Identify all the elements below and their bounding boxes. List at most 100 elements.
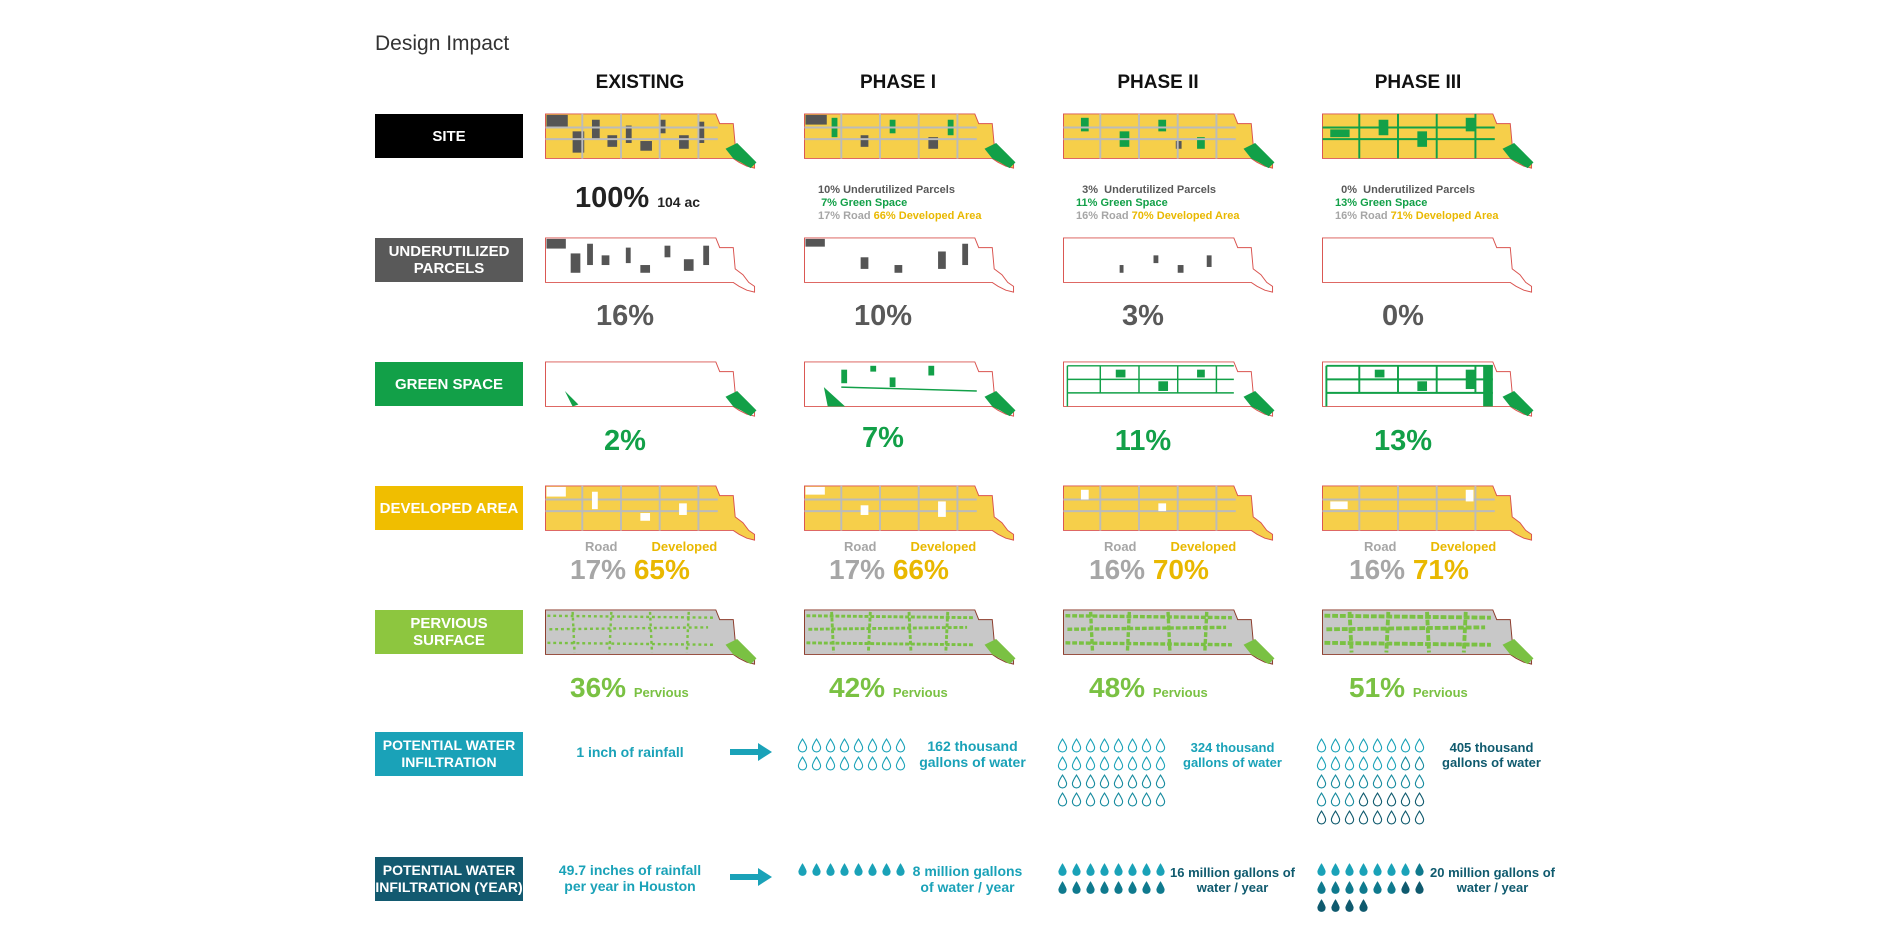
pervious-pct-phase-1: 42% Pervious — [829, 672, 948, 703]
water-drop-icon — [1099, 774, 1110, 789]
water-drop-icon — [1344, 792, 1355, 807]
underutilized-map-phase-2 — [1063, 237, 1274, 293]
underutilized-pct-phase-2: 3% — [1122, 300, 1164, 332]
site-phase-3-stats: 0% Underutilized Parcels 13% Green Space… — [1335, 184, 1499, 222]
water-drop-icon — [1400, 774, 1411, 789]
water-drop-icon — [1113, 792, 1124, 807]
water-drops-phase-3 — [1316, 738, 1431, 825]
water-drop-icon — [1317, 881, 1326, 894]
water-drop-icon — [1141, 738, 1152, 753]
water-drop-icon — [882, 863, 891, 876]
water-drop-icon — [1155, 738, 1166, 753]
water-drop-icon — [1414, 774, 1425, 789]
pervious-pct-phase-2: 48% Pervious — [1089, 672, 1208, 703]
water-drop-icon — [1127, 738, 1138, 753]
water-drop-icon — [1071, 756, 1082, 771]
developed-map-phase-2 — [1063, 485, 1274, 541]
water-amount-phase-1: 162 thousand gallons of water — [919, 738, 1026, 770]
water-drop-icon — [1127, 792, 1138, 807]
water-drop-icon — [1358, 810, 1369, 825]
water-drop-icon — [1058, 881, 1067, 894]
water-drop-icon — [1373, 881, 1382, 894]
water-drop-icon — [1156, 863, 1165, 876]
water-drop-icon — [1316, 774, 1327, 789]
water-drop-icon — [895, 756, 906, 771]
water-drop-icon — [1414, 738, 1425, 753]
water-drop-icon — [1099, 792, 1110, 807]
water-drop-icon — [1345, 899, 1354, 912]
water-drop-icon — [1359, 881, 1368, 894]
water-year-arrow-icon — [730, 868, 772, 886]
water-arrow-icon — [730, 743, 772, 761]
water-drop-icon — [1386, 810, 1397, 825]
water-drop-icon — [1086, 863, 1095, 876]
water-drop-icon — [1114, 863, 1123, 876]
water-drop-icon — [853, 738, 864, 753]
water-drop-icon — [1414, 792, 1425, 807]
water-drop-icon — [881, 756, 892, 771]
water-drop-icon — [1100, 881, 1109, 894]
water-drop-icon — [1085, 756, 1096, 771]
green-pct-phase-1: 7% — [862, 422, 904, 454]
water-drop-icon — [1128, 881, 1137, 894]
water-drop-icon — [1372, 756, 1383, 771]
pervious-pct-phase-3: 51% Pervious — [1349, 672, 1468, 703]
water-year-drops-phase-3 — [1316, 862, 1431, 913]
green-map-phase-2 — [1063, 361, 1275, 417]
water-drop-icon — [1358, 792, 1369, 807]
water-drop-icon — [825, 738, 836, 753]
water-drop-icon — [1330, 756, 1341, 771]
water-drop-icon — [1358, 738, 1369, 753]
water-intro: 1 inch of rainfall — [576, 744, 684, 760]
underutilized-pct-phase-1: 10% — [853, 300, 913, 332]
water-drop-icon — [1401, 881, 1410, 894]
water-drop-icon — [1141, 792, 1152, 807]
water-drop-icon — [867, 756, 878, 771]
water-drop-icon — [1316, 810, 1327, 825]
water-drop-icon — [1142, 863, 1151, 876]
site-existing-pct: 100% 104 ac — [575, 182, 701, 214]
water-drop-icon — [826, 863, 835, 876]
water-drop-icon — [1372, 792, 1383, 807]
water-drop-icon — [1373, 863, 1382, 876]
water-drop-icon — [1400, 756, 1411, 771]
water-drop-icon — [1331, 881, 1340, 894]
water-drop-icon — [1359, 899, 1368, 912]
water-amount-phase-2: 324 thousand gallons of water — [1183, 740, 1282, 770]
water-drop-icon — [1331, 863, 1340, 876]
water-drop-icon — [1372, 738, 1383, 753]
water-drop-icon — [1330, 774, 1341, 789]
water-drop-icon — [1386, 792, 1397, 807]
pervious-pct-existing: 36% Pervious — [570, 672, 689, 703]
water-drop-icon — [1317, 899, 1326, 912]
site-map-phase-3 — [1322, 113, 1534, 169]
developed-map-phase-1 — [804, 485, 1015, 541]
water-drop-icon — [1086, 881, 1095, 894]
green-map-phase-1 — [804, 361, 1016, 417]
water-drop-icon — [1155, 792, 1166, 807]
water-drop-icon — [1400, 792, 1411, 807]
water-drop-icon — [1316, 756, 1327, 771]
water-drop-icon — [1415, 881, 1424, 894]
water-year-intro: 49.7 inches of rainfall per year in Hous… — [558, 862, 702, 894]
page-title: Design Impact — [375, 32, 510, 55]
underutilized-pct-phase-3: 0% — [1382, 300, 1424, 332]
pervious-map-existing — [545, 609, 757, 665]
water-drop-icon — [1057, 756, 1068, 771]
water-drop-icon — [1155, 774, 1166, 789]
water-drop-icon — [1113, 738, 1124, 753]
water-drop-icon — [1085, 738, 1096, 753]
column-header-phase-1: PHASE I — [859, 72, 937, 93]
water-drop-icon — [1316, 738, 1327, 753]
water-drop-icon — [1414, 756, 1425, 771]
underutilized-map-existing — [545, 237, 756, 293]
site-phase-2-stats: 3% Underutilized Parcels 11% Green Space… — [1076, 184, 1240, 222]
water-year-amount-phase-2: 16 million gallons of water / year — [1170, 865, 1295, 895]
site-map-phase-2 — [1063, 113, 1275, 169]
column-header-phase-3: PHASE III — [1374, 72, 1462, 93]
water-drop-icon — [825, 756, 836, 771]
green-map-existing — [545, 361, 757, 417]
water-drop-icon — [1072, 863, 1081, 876]
water-drop-icon — [797, 738, 808, 753]
water-drop-icon — [1386, 738, 1397, 753]
